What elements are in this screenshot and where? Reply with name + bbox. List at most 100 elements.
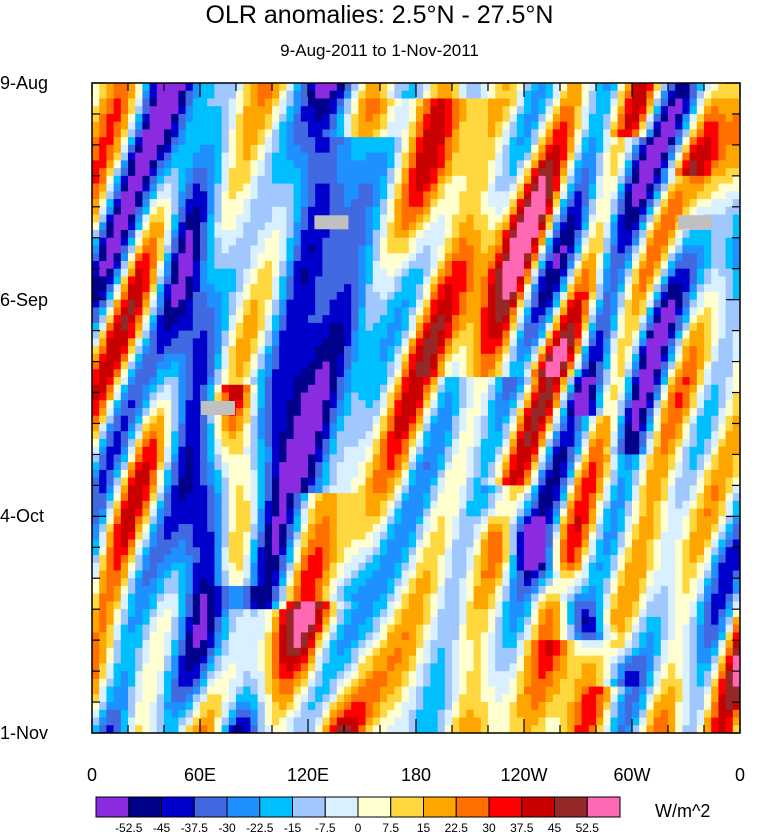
field-cell: [538, 469, 547, 479]
field-cell: [711, 276, 719, 285]
field-cell: [718, 462, 727, 471]
field-cell: [588, 493, 597, 502]
field-cell: [653, 191, 662, 200]
field-cell: [171, 113, 179, 123]
field-cell: [272, 90, 280, 100]
field-cell: [538, 90, 547, 100]
field-cell: [588, 230, 597, 239]
field-cell: [149, 469, 158, 479]
field-cell: [675, 90, 683, 100]
field-cell: [365, 291, 374, 301]
field-cell: [718, 168, 727, 177]
field-cell: [279, 268, 287, 278]
field-cell: [214, 384, 223, 394]
field-cell: [120, 183, 129, 192]
field-cell: [531, 493, 539, 502]
field-cell: [185, 377, 194, 386]
field-cell: [416, 377, 424, 386]
field-cell: [178, 129, 187, 138]
field-cell: [178, 183, 187, 192]
field-cell: [466, 500, 475, 510]
field-cell: [632, 469, 640, 479]
field-cell: [221, 137, 230, 146]
field-cell: [516, 291, 525, 301]
field-cell: [704, 144, 712, 154]
field-cell: [459, 500, 467, 510]
field-cell: [351, 400, 359, 409]
field-cell: [452, 260, 460, 270]
field-cell: [365, 237, 374, 247]
field-cell: [466, 160, 475, 169]
field-cell: [639, 307, 647, 316]
field-cell: [646, 106, 655, 115]
field-cell: [142, 377, 151, 386]
field-cell: [668, 469, 676, 479]
field-cell: [128, 361, 136, 370]
field-cell: [495, 299, 503, 309]
field-cell: [128, 446, 136, 456]
field-cell: [135, 160, 143, 169]
field-cell: [120, 462, 129, 471]
field-cell: [315, 408, 323, 417]
field-cell: [444, 361, 453, 370]
field-cell: [552, 469, 561, 479]
field-cell: [545, 237, 554, 247]
field-cell: [401, 129, 410, 138]
field-cell: [372, 377, 381, 386]
field-cell: [531, 307, 539, 316]
field-cell: [725, 199, 734, 208]
field-cell: [336, 508, 345, 517]
field-cell: [675, 137, 683, 146]
field-cell: [495, 168, 503, 177]
field-cell: [668, 431, 676, 440]
field-cell: [552, 206, 561, 216]
field-cell: [221, 245, 230, 254]
field-cell: [718, 392, 727, 401]
field-cell: [113, 392, 122, 401]
field-cell: [502, 299, 511, 309]
field-cell: [336, 183, 345, 192]
field-cell: [696, 113, 705, 123]
field-cell: [300, 260, 309, 270]
field-cell: [207, 83, 215, 92]
field-cell: [459, 245, 467, 254]
field-cell: [545, 361, 554, 370]
field-cell: [732, 400, 740, 409]
field-cell: [480, 214, 489, 223]
field-cell: [286, 121, 295, 131]
field-cell: [185, 500, 194, 510]
field-cell: [466, 245, 475, 254]
field-cell: [718, 330, 727, 339]
field-cell: [99, 152, 107, 161]
field-cell: [689, 113, 698, 123]
field-cell: [99, 98, 107, 107]
field-cell: [452, 291, 460, 301]
field-cell: [344, 253, 352, 262]
field-cell: [624, 338, 633, 347]
field-cell: [329, 315, 338, 324]
field-cell: [516, 415, 525, 425]
field-cell: [322, 338, 331, 347]
field-cell: [142, 83, 151, 92]
field-cell: [574, 245, 583, 254]
field-cell: [228, 237, 237, 247]
field-cell: [610, 361, 619, 370]
field-cell: [423, 469, 431, 479]
field-cell: [372, 469, 381, 479]
field-cell: [142, 291, 151, 301]
field-cell: [120, 423, 129, 432]
field-cell: [135, 260, 143, 270]
field-cell: [704, 276, 712, 285]
field-cell: [300, 191, 309, 200]
field-cell: [221, 214, 230, 223]
field-cell: [250, 276, 259, 285]
field-cell: [675, 199, 683, 208]
field-cell: [272, 454, 280, 463]
field-cell: [236, 500, 244, 510]
field-cell: [538, 284, 547, 293]
field-cell: [531, 438, 539, 448]
field-cell: [286, 508, 295, 517]
field-cell: [732, 276, 740, 285]
field-cell: [344, 400, 352, 409]
field-cell: [120, 415, 129, 425]
